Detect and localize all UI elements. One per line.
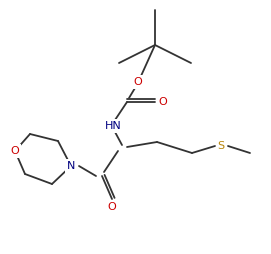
Text: HN: HN bbox=[105, 121, 121, 131]
Text: N: N bbox=[67, 161, 75, 171]
Text: O: O bbox=[134, 77, 142, 87]
Text: O: O bbox=[159, 97, 167, 107]
Text: O: O bbox=[11, 146, 19, 156]
Text: O: O bbox=[108, 202, 116, 212]
Text: S: S bbox=[217, 141, 225, 151]
Text: N: N bbox=[67, 161, 75, 171]
